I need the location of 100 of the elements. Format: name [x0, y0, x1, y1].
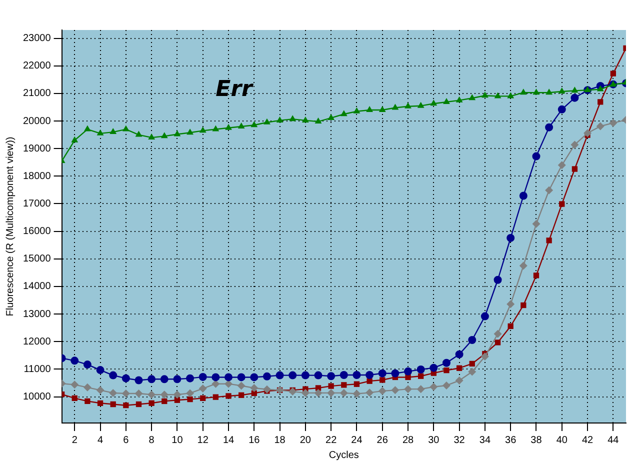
x-tick-label: 34 [479, 434, 491, 446]
x-tick-label: 40 [556, 434, 568, 446]
x-tick-label: 14 [222, 434, 234, 446]
point [480, 312, 489, 320]
x-tick-label: 12 [197, 434, 209, 446]
point [610, 70, 616, 76]
point [123, 402, 129, 408]
point [148, 400, 154, 406]
x-tick-label: 26 [376, 434, 388, 446]
point [110, 128, 117, 134]
point [134, 376, 143, 384]
point [224, 373, 232, 382]
point [380, 377, 386, 383]
point [340, 371, 348, 380]
point [84, 125, 91, 132]
point [507, 92, 514, 98]
point [225, 124, 232, 130]
point [237, 373, 246, 382]
point [392, 104, 399, 110]
point [173, 390, 182, 399]
point [558, 88, 566, 94]
y-tick-label: 16000 [22, 226, 52, 238]
point [559, 201, 565, 207]
point [327, 388, 336, 397]
point [494, 330, 502, 338]
point [84, 398, 90, 404]
x-tick-label: 42 [582, 434, 594, 446]
point [596, 85, 604, 92]
point [262, 372, 271, 380]
point [289, 115, 296, 122]
point [314, 388, 322, 397]
point [596, 122, 604, 130]
point [455, 376, 464, 385]
point [314, 371, 322, 380]
point [416, 365, 425, 374]
point [122, 374, 130, 382]
point [352, 390, 361, 398]
point [444, 367, 450, 374]
point [378, 106, 386, 112]
point [354, 381, 360, 387]
point [238, 122, 245, 129]
point [186, 374, 194, 382]
y-tick-label: 18000 [22, 170, 52, 182]
point [341, 382, 347, 388]
point [199, 126, 206, 133]
point [418, 373, 424, 379]
y-tick-label: 13000 [22, 308, 52, 320]
y-tick-label: 14000 [22, 281, 52, 292]
y-tick-label: 17000 [22, 198, 52, 210]
y-tick-label: 12000 [22, 336, 52, 348]
point [187, 396, 193, 402]
point [391, 369, 400, 378]
point [186, 389, 194, 398]
x-tick-label: 8 [148, 434, 155, 446]
point [455, 350, 464, 358]
point [148, 390, 156, 399]
point [96, 386, 104, 394]
point [558, 161, 566, 170]
y-tick-label: 19000 [22, 143, 52, 154]
x-tick-label: 2 [72, 434, 78, 446]
point [442, 381, 450, 390]
point [250, 384, 258, 392]
point [162, 398, 168, 404]
point [135, 130, 142, 137]
point [301, 388, 310, 397]
x-tick-label: 4 [97, 434, 104, 446]
x-tick-label: 16 [248, 434, 260, 446]
point [508, 323, 514, 330]
point [83, 360, 92, 369]
x-tick-label: 32 [454, 434, 466, 446]
point [71, 136, 78, 142]
y-tick-label: 15000 [22, 254, 52, 265]
point [456, 365, 462, 371]
point [456, 96, 463, 102]
point [122, 125, 130, 132]
point [546, 238, 552, 244]
point [545, 186, 554, 194]
point [250, 373, 258, 382]
point [404, 385, 412, 394]
point [430, 382, 438, 391]
point [238, 392, 244, 398]
x-tick-label: 44 [608, 434, 620, 446]
point [570, 94, 579, 102]
point [109, 371, 118, 380]
x-tick-label: 28 [402, 434, 414, 446]
y-tick-label: 10000 [22, 392, 52, 403]
point [200, 395, 206, 402]
point [519, 262, 528, 270]
point [519, 192, 528, 200]
point [160, 390, 168, 399]
y-tick-label: 22000 [22, 60, 52, 72]
point [97, 400, 104, 406]
point [494, 276, 502, 284]
point [468, 336, 476, 344]
point [545, 123, 554, 132]
point [174, 130, 181, 136]
point [136, 401, 142, 408]
point [532, 220, 540, 228]
point [378, 387, 386, 396]
point [70, 380, 79, 389]
